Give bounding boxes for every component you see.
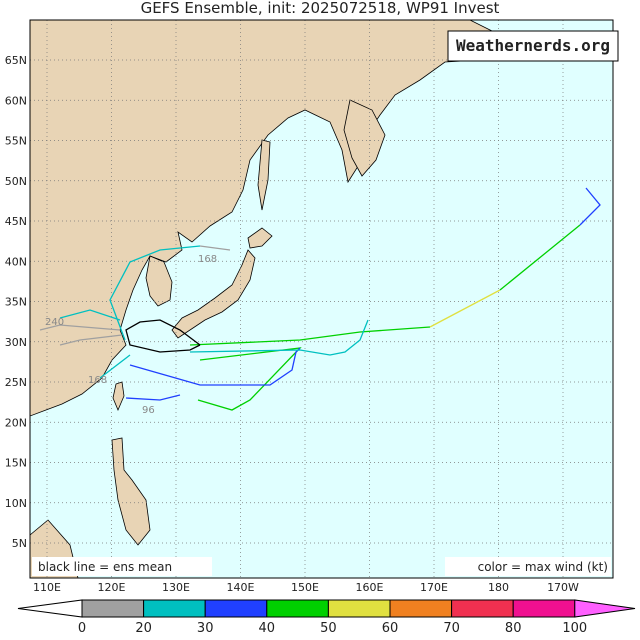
land-hokkaido xyxy=(247,227,273,249)
lon-label: 160E xyxy=(356,581,384,594)
track-label: 240 xyxy=(45,317,64,328)
lon-label: 110E xyxy=(33,581,61,594)
colorbar-segment xyxy=(451,599,514,618)
track-label: 168 xyxy=(88,375,107,386)
colorbar-segment xyxy=(389,599,453,618)
track-label: 168 xyxy=(198,254,217,265)
colorbar-tick-label: 50 xyxy=(320,621,337,636)
lat-label: 25N xyxy=(5,376,27,389)
track xyxy=(189,326,431,346)
colorbar-segment xyxy=(81,599,145,618)
ens-mean-track xyxy=(125,319,201,353)
map-frame xyxy=(29,19,614,579)
note-right: color = max wind (kt) xyxy=(478,560,608,574)
lon-label: 170W xyxy=(547,581,579,594)
track xyxy=(59,245,369,379)
track xyxy=(499,224,581,291)
lat-label: 45N xyxy=(5,215,27,228)
land-japan xyxy=(171,249,256,339)
colorbar-high-arrow xyxy=(574,599,636,618)
axis-labels: 110E 120E 130E 140E 150E 160E 170E 180 170W 65N 60… xyxy=(5,54,579,594)
colorbar-tick-label: 20 xyxy=(135,621,152,636)
lat-label: 5N xyxy=(12,537,27,550)
colorbar-tick-label: 60 xyxy=(382,621,399,636)
lat-label: 60N xyxy=(5,94,27,107)
lon-label: 130E xyxy=(162,581,190,594)
colorbar-segment xyxy=(327,599,391,618)
colorbar-tick-label: 70 xyxy=(443,621,460,636)
note-box xyxy=(445,557,611,576)
lat-label: 35N xyxy=(5,296,27,309)
land-asia xyxy=(30,20,521,417)
land-sakhalin xyxy=(257,139,271,211)
colorbar-segment xyxy=(204,599,268,618)
track-label: 96 xyxy=(142,405,155,416)
lon-label: 140E xyxy=(227,581,255,594)
lat-label: 15N xyxy=(5,457,27,470)
colorbar-tick-label: 0 xyxy=(78,621,86,636)
land-philippines xyxy=(111,437,151,546)
lat-label: 55N xyxy=(5,135,27,148)
colorbar-segment xyxy=(512,599,576,618)
land-taiwan xyxy=(112,381,125,412)
track xyxy=(39,245,231,346)
lat-label: 50N xyxy=(5,175,27,188)
watermark-box xyxy=(447,30,619,62)
colorbar: 0 20 30 40 50 60 70 80 100 xyxy=(17,599,636,636)
colorbar-low-arrow xyxy=(17,599,83,618)
colorbar-tick-label: 100 xyxy=(562,621,587,636)
title: GEFS Ensemble, init: 2025072518, WP91 In… xyxy=(141,0,500,17)
colorbar-segment xyxy=(143,599,206,618)
lon-label: 180 xyxy=(488,581,509,594)
track xyxy=(125,347,301,401)
lon-label: 150E xyxy=(291,581,319,594)
colorbar-tick-label: 40 xyxy=(259,621,276,636)
track xyxy=(429,289,501,328)
lon-label: 170E xyxy=(420,581,448,594)
land-korea xyxy=(145,255,173,307)
colorbar-tick-label: 80 xyxy=(505,621,522,636)
lat-label: 40N xyxy=(5,255,27,268)
land-kamchatka xyxy=(343,99,386,177)
lat-label: 10N xyxy=(5,497,27,510)
graticule xyxy=(30,20,613,578)
note-left: black line = ens mean xyxy=(38,560,172,574)
note-box xyxy=(32,557,212,576)
watermark: Weathernerds.org xyxy=(456,36,610,55)
map-layer: 168 96 168 240 xyxy=(30,20,613,578)
colorbar-segment xyxy=(266,599,329,618)
colorbar-tick-label: 30 xyxy=(197,621,214,636)
lat-label: 30N xyxy=(5,336,27,349)
lon-label: 120E xyxy=(98,581,126,594)
lat-label: 65N xyxy=(5,54,27,67)
lat-label: 20N xyxy=(5,416,27,429)
track xyxy=(197,347,302,411)
track xyxy=(579,187,601,226)
